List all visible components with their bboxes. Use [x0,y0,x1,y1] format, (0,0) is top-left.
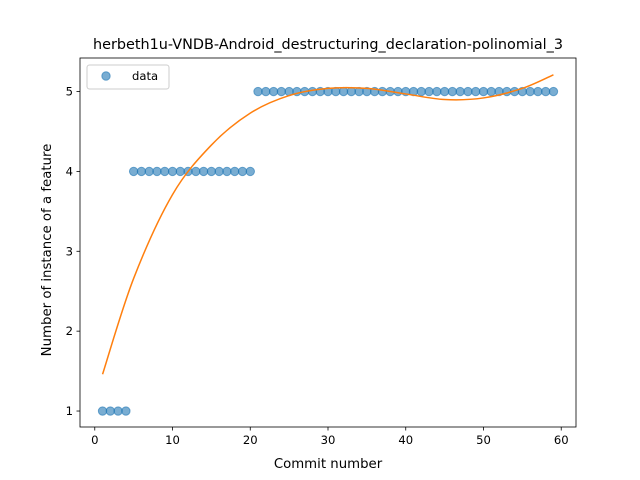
plot-area: 0 10 20 30 40 50 60 1 2 3 4 5 data [66,57,577,447]
data-point [160,166,170,177]
legend-label: data [132,69,158,83]
data-point [191,166,201,177]
data-point [463,86,473,97]
data-point [276,86,287,97]
data-point [432,86,442,97]
data-point [230,166,240,177]
y-tick-label: 5 [66,85,73,99]
data-point [136,166,147,177]
x-tick-label: 40 [398,433,413,447]
data-point [237,166,248,177]
data-point [439,86,450,97]
data-point [105,406,116,416]
y-tick-label: 4 [66,164,73,178]
data-point [525,86,535,97]
data-point [540,86,551,97]
y-tick-label: 2 [66,324,73,338]
data-point [245,166,255,177]
x-tick-label: 0 [91,433,98,447]
data-point [416,86,426,97]
data-point [478,86,489,97]
data-point [338,86,349,97]
data-point [214,166,224,177]
data-point [198,166,209,177]
data-point [471,86,481,97]
data-point [377,86,388,97]
x-tick-label: 10 [165,433,180,447]
y-axis-label: Number of instance of a feature [40,144,55,357]
data-point [152,166,162,177]
data-point [424,86,434,97]
data-point [261,86,271,97]
data-point [455,86,465,97]
data-point [253,86,263,97]
data-point [97,406,108,416]
data-point [222,166,232,177]
legend: data [86,64,170,90]
x-tick-label: 20 [243,433,258,447]
legend-box [86,64,170,90]
data-point [548,86,559,97]
legend-marker [101,71,111,81]
fit-line [101,74,554,375]
y-tick-label: 3 [66,244,73,258]
data-point [206,166,217,177]
data-point [113,406,123,416]
x-tick-label: 30 [321,433,336,447]
data-point [144,166,154,177]
data-point [533,86,543,97]
chart-title: herbeth1u-VNDB-Android_destructuring_dec… [93,37,563,53]
data-point [268,86,279,97]
data-point [121,406,131,416]
data-point [128,166,139,177]
data-point [346,86,357,97]
data-point [175,166,185,177]
data-point [486,86,496,97]
y-tick-label: 1 [66,404,73,418]
data-point [167,166,178,177]
x-tick-label: 60 [554,433,569,447]
data-point [307,86,318,97]
x-tick-label: 50 [476,433,491,447]
data-point [447,86,458,97]
x-axis-label: Commit number [274,457,383,472]
